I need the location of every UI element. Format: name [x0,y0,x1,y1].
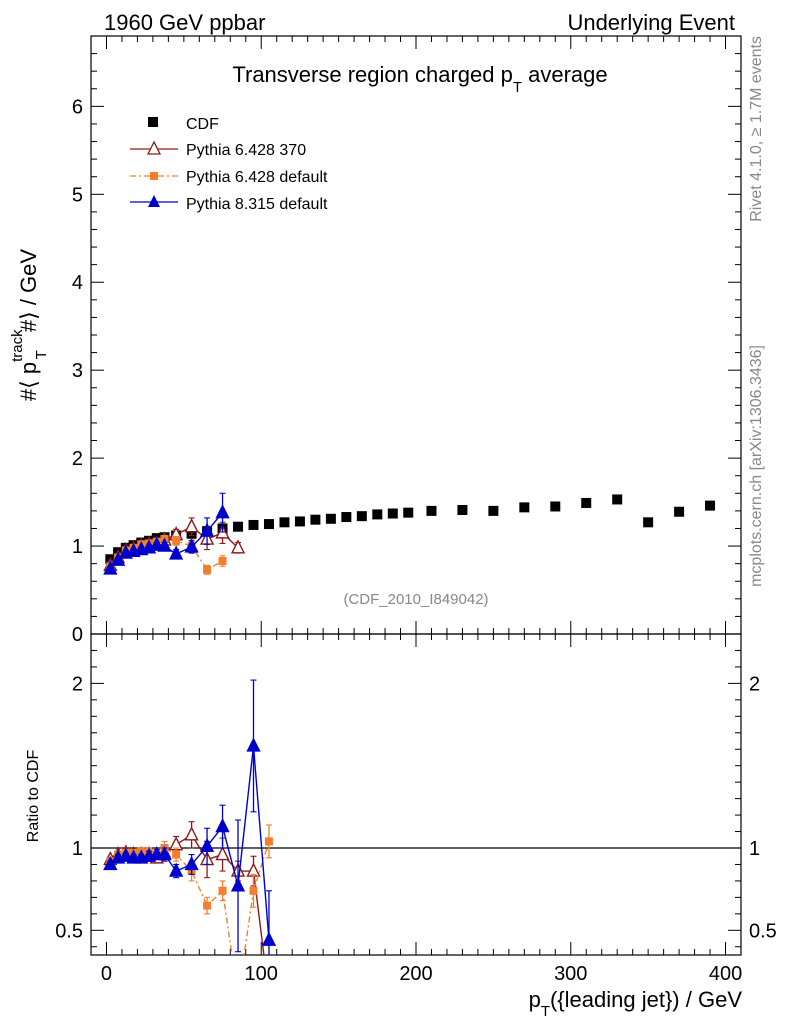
data-point-p8-default [157,846,172,861]
data-point-cdf [457,505,468,516]
data-point-cdf [310,514,321,525]
y-tick-label: 4 [72,272,83,294]
ratio-y-tick-label-right: 1 [749,838,760,860]
legend-marker-cdf [148,117,158,127]
data-point-p6-default [172,850,181,859]
data-point-p6-default [264,837,273,846]
data-point-cdf [674,506,685,517]
x-axis-label: pT({leading jet}) / GeV [529,987,743,1020]
data-point-p6-default [172,536,181,545]
data-point-p8-default [118,847,133,862]
y-tick-label: 5 [72,184,83,206]
analysis-id: (CDF_2010_I849042) [343,591,488,608]
legend-label-p6-370: Pythia 6.428 370 [186,142,306,159]
data-point-cdf [387,508,398,519]
data-point-cdf [550,501,561,512]
header-right: Underlying Event [567,10,735,35]
x-tick-label: 200 [399,963,432,985]
data-point-cdf [341,512,352,523]
series-line-p8-default [109,745,270,941]
ratio-frame [90,633,742,956]
legend-label-cdf: CDF [186,116,219,133]
ratio-y-tick-label: 2 [72,673,83,695]
data-point-p6-370 [215,846,230,861]
x-tick-label: 100 [245,963,278,985]
legend-marker-p6-default [150,172,158,180]
data-point-p6-370 [263,989,275,1001]
ratio-y-tick-label-right: 2 [749,673,760,695]
data-point-cdf [403,507,414,518]
ratio-y-tick-label: 1 [72,838,83,860]
data-point-p8-default [184,538,199,553]
legend-label-p6-default: Pythia 6.428 default [186,169,328,186]
ratio-ylabel: Ratio to CDF [25,750,42,843]
data-point-p6-370 [184,518,199,533]
data-point-cdf [294,516,305,527]
data-point-cdf [325,513,336,524]
x-tick-label: 0 [101,963,112,985]
data-point-cdf [705,500,716,511]
y-tick-label: 2 [72,448,83,470]
data-point-p8-default [246,737,261,752]
data-point-p6-default [218,886,227,895]
data-point-p8-default [103,560,118,575]
data-point-p6-default [203,565,212,574]
legend: CDF Pythia 6.428 370 Pythia 6.428 defaul… [130,116,328,213]
data-point-p6-default [249,886,258,895]
legend-marker-p6-370 [146,140,162,155]
data-point-cdf [643,517,654,528]
x-tick-label: 400 [709,963,742,985]
data-point-p8-default [215,504,230,519]
data-point-cdf [426,505,437,516]
data-point-cdf [263,519,274,530]
data-point-p8-default [230,877,246,892]
data-point-p8-default [168,862,184,877]
legend-marker-p8-default [148,195,160,207]
data-point-p8-default [168,545,184,560]
chart-title: Transverse region charged pT average [232,62,607,96]
legend-label-p8-default: Pythia 8.315 default [186,196,328,213]
data-point-cdf [581,497,592,508]
data-point-cdf [612,494,623,505]
data-point-p8-default [199,522,215,537]
data-point-cdf [519,502,530,513]
data-point-p8-default [157,537,172,552]
y-tick-label: 1 [72,536,83,558]
data-point-p8-default [199,837,215,853]
data-point-cdf [488,505,499,516]
rivet-label: Rivet 4.1.0, ≥ 1.7M events [748,36,765,222]
data-point-p6-default [218,557,227,566]
data-point-cdf [372,509,383,520]
ratio-plot-area [103,679,277,1001]
data-point-p8-default [215,818,230,833]
data-point-p6-default [203,901,212,910]
x-tick-label: 300 [554,963,587,985]
data-point-p8-default [110,551,126,566]
data-point-p8-default [261,931,277,946]
data-point-p8-default [184,855,199,871]
ratio-y-tick-label-right: 0.5 [749,920,777,942]
data-point-p6-370 [230,539,246,554]
ratio-y-tick-label: 0.5 [55,920,83,942]
data-point-cdf [356,511,367,522]
y-tick-label: 3 [72,360,83,382]
y-tick-label: 6 [72,96,83,118]
y-tick-label: 0 [72,624,83,646]
header-left: 1960 GeV ppbar [104,10,265,35]
data-point-cdf [279,517,290,528]
main-ylabel: #⟨ ptrack T #⟩ / GeV [9,249,50,401]
main-plot-area [103,492,716,575]
data-point-p6-default [234,992,242,1000]
mcplots-label: mcplots.cern.ch [arXiv:1306.3436] [748,345,765,587]
data-point-cdf [233,521,244,532]
data-point-cdf [248,519,259,530]
data-point-p6-370 [184,826,199,841]
